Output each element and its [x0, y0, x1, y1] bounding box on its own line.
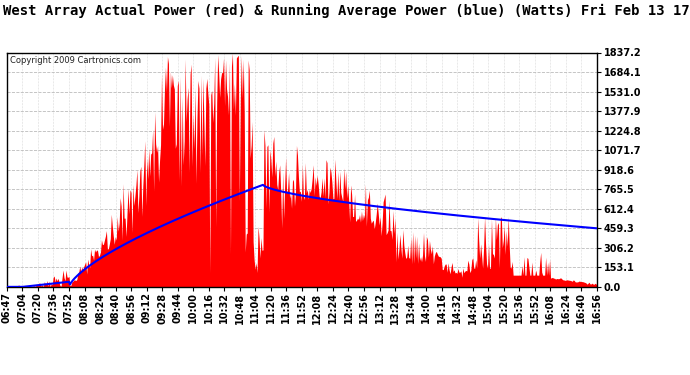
Text: West Array Actual Power (red) & Running Average Power (blue) (Watts) Fri Feb 13 : West Array Actual Power (red) & Running … — [3, 4, 690, 18]
Text: Copyright 2009 Cartronics.com: Copyright 2009 Cartronics.com — [10, 56, 141, 65]
